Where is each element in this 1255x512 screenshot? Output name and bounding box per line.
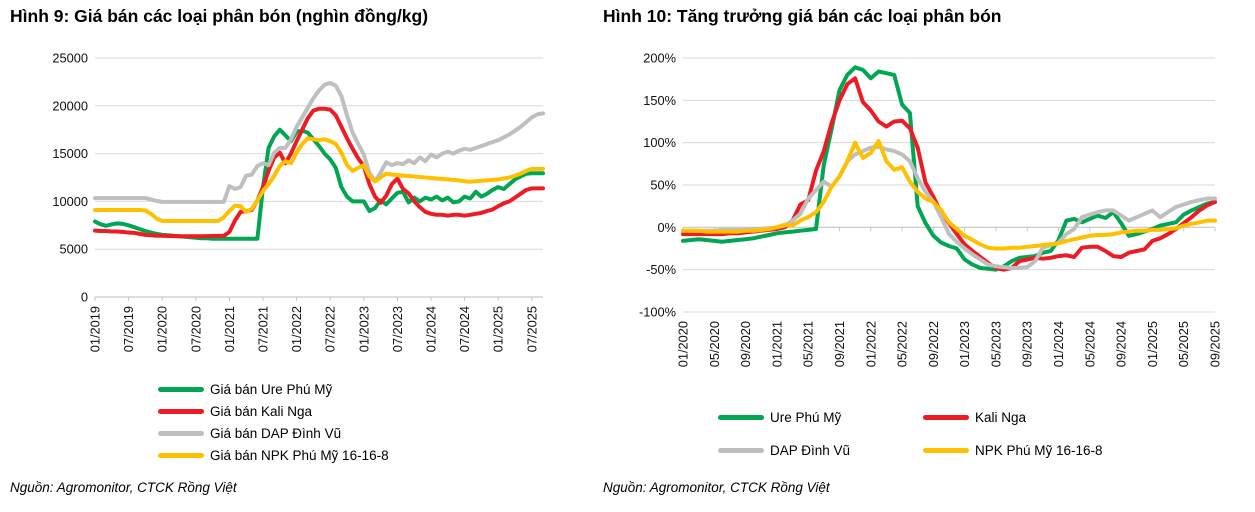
ure-line-swatch <box>718 415 764 420</box>
x-axis-tick-label: 09/2021 <box>832 321 847 367</box>
legend-item-kali: Giá bán Kali Nga <box>158 403 389 420</box>
x-axis-tick-label: 09/2022 <box>926 321 941 367</box>
legend-item-ure: Ure Phú Mỹ <box>718 409 923 426</box>
legend-item-dap: Giá bán DAP Đình Vũ <box>158 425 389 442</box>
x-axis-tick-label: 07/2019 <box>121 306 136 352</box>
y-axis-tick-label: 15000 <box>52 146 88 161</box>
x-axis-tick-label: 09/2023 <box>1020 321 1035 367</box>
series-line-dap <box>93 80 545 204</box>
x-axis-tick-label: 05/2024 <box>1082 321 1097 367</box>
source-note-figure-9: Nguồn: Agromonitor, CTCK Rồng Việt <box>10 480 237 495</box>
kali-line-swatch <box>158 409 204 414</box>
dap-line-swatch <box>718 448 764 453</box>
legend-figure-9: Giá bán Ure Phú Mỹ Giá bán Kali Nga Giá … <box>158 381 389 464</box>
x-axis-tick-label: 07/2023 <box>390 306 405 352</box>
x-axis-tick-label: 05/2022 <box>895 321 910 367</box>
legend-label-dap: DAP Đình Vũ <box>770 443 851 458</box>
kali-line-swatch <box>923 415 969 420</box>
legend-label-ure: Ure Phú Mỹ <box>770 410 842 425</box>
series-line-npk <box>93 136 545 223</box>
legend-label-ure: Giá bán Ure Phú Mỹ <box>210 382 333 397</box>
legend-label-npk: Giá bán NPK Phú Mỹ 16-16-8 <box>210 448 389 463</box>
x-axis-tick-label: 09/2020 <box>738 321 753 367</box>
legend-item-dap: DAP Đình Vũ <box>718 442 923 459</box>
y-axis-tick-label: -100% <box>639 305 676 320</box>
y-axis-tick-label: 25000 <box>52 51 88 66</box>
npk-line-swatch <box>158 453 204 458</box>
legend-item-npk: Giá bán NPK Phú Mỹ 16-16-8 <box>158 447 389 464</box>
x-axis-tick-label: 01/2025 <box>491 306 506 352</box>
series-line-kali <box>93 106 545 239</box>
chart-title-figure-9: Hình 9: Giá bán các loại phân bón (nghìn… <box>10 6 429 26</box>
source-note-figure-10: Nguồn: Agromonitor, CTCK Rồng Việt <box>603 480 830 495</box>
x-axis-tick-label: 05/2021 <box>801 321 816 367</box>
growth-line-chart: -100% -50% 0% 50% 100% 150% 200% 01/2020 05/2020… <box>639 51 1223 368</box>
x-axis-tick-label: 01/2021 <box>769 321 784 367</box>
x-axis-tick-label: 01/2021 <box>222 306 237 352</box>
series-line-npk <box>681 139 1217 251</box>
y-axis-tick-label: 0 <box>81 290 88 305</box>
y-axis-tick-label: -50% <box>646 262 676 277</box>
legend-label-kali: Giá bán Kali Nga <box>210 404 313 419</box>
x-axis-tick-label: 01/2025 <box>1145 321 1160 367</box>
y-axis-tick-label: 5000 <box>60 242 88 257</box>
growth-chart-panel: Hình 10: Tăng trưởng giá bán các loại ph… <box>600 0 1255 512</box>
y-axis-tick-label: 150% <box>643 93 676 108</box>
npk-line-swatch <box>923 448 969 453</box>
series-line-kali <box>681 76 1217 272</box>
dap-line-swatch <box>158 431 204 436</box>
series-line-ure <box>681 65 1217 272</box>
legend-label-npk: NPK Phú Mỹ 16-16-8 <box>975 443 1103 458</box>
price-line-chart: 0 5000 10000 15000 20000 25000 01/2019 07/2019 0… <box>52 51 545 352</box>
x-axis-tick-label: 01/2020 <box>155 306 170 352</box>
legend-item-npk: NPK Phú Mỹ 16-16-8 <box>923 442 1103 459</box>
x-axis-tick-label: 07/2020 <box>188 306 203 352</box>
y-axis-tick-label: 200% <box>643 51 676 66</box>
ure-line-swatch <box>158 387 204 392</box>
x-axis-tick-label: 09/2025 <box>1208 321 1223 367</box>
y-axis-tick-label: 50% <box>650 178 676 193</box>
chart-title-figure-10: Hình 10: Tăng trưởng giá bán các loại ph… <box>603 6 1002 26</box>
legend-item-kali: Kali Nga <box>923 409 1103 426</box>
y-axis-tick-label: 100% <box>643 135 676 150</box>
x-axis-tick-label: 07/2021 <box>256 306 271 352</box>
x-axis-tick-label: 01/2024 <box>424 306 439 352</box>
x-axis-tick-label: 09/2024 <box>1114 321 1129 367</box>
legend-label-dap: Giá bán DAP Đình Vũ <box>210 426 342 441</box>
x-axis-tick-label: 01/2022 <box>863 321 878 367</box>
x-axis-tick-label: 05/2023 <box>988 321 1003 367</box>
x-axis-tick-label: 07/2022 <box>323 306 338 352</box>
y-axis-tick-label: 0% <box>658 220 677 235</box>
x-axis-tick-label: 05/2020 <box>707 321 722 367</box>
legend-item-ure: Giá bán Ure Phú Mỹ <box>158 381 389 398</box>
x-axis-tick-label: 07/2025 <box>524 306 539 352</box>
x-axis-tick-label: 01/2024 <box>1051 321 1066 367</box>
x-axis-tick-label: 01/2022 <box>289 306 304 352</box>
legend-label-kali: Kali Nga <box>975 410 1027 425</box>
y-axis-tick-label: 20000 <box>52 98 88 113</box>
legend-figure-10: Ure Phú Mỹ Kali Nga DAP Đình Vũ NPK Phú … <box>718 409 1103 459</box>
x-axis-tick-label: 01/2019 <box>88 306 103 352</box>
x-axis-tick-label: 01/2023 <box>356 306 371 352</box>
x-axis-tick-label: 01/2020 <box>676 321 691 367</box>
x-axis-tick-label: 01/2023 <box>957 321 972 367</box>
y-axis-tick-label: 10000 <box>52 194 88 209</box>
x-axis-tick-label: 05/2025 <box>1176 321 1191 367</box>
x-axis-tick-label: 07/2024 <box>457 306 472 352</box>
price-chart-panel: Hình 9: Giá bán các loại phân bón (nghìn… <box>0 0 580 512</box>
